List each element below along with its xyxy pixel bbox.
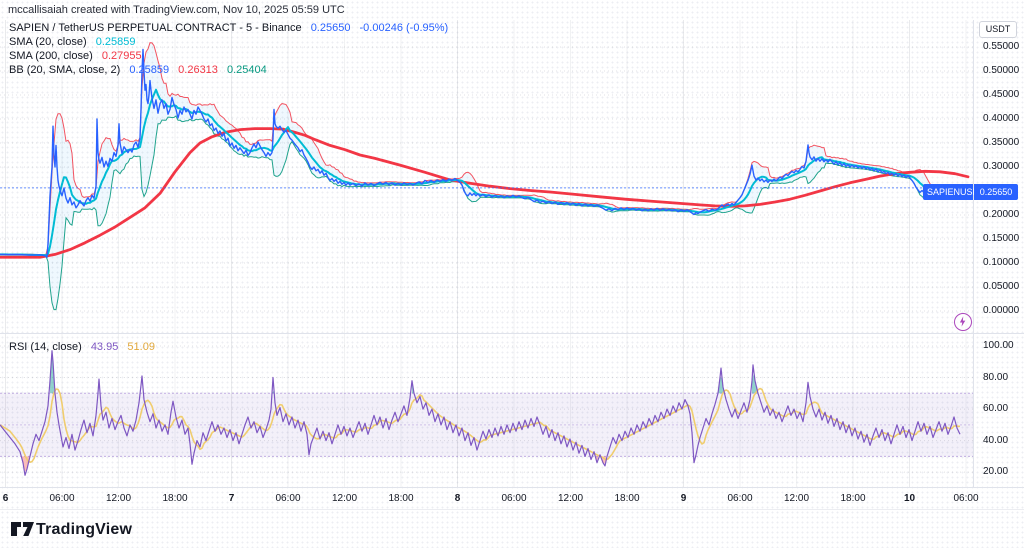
price-pane <box>0 42 973 311</box>
time-tick-label: 10 <box>903 493 916 504</box>
price-tick-label: 0.15000 <box>983 233 1020 244</box>
price-tick-label: 0.30000 <box>983 161 1020 172</box>
time-tick-label: 06:00 <box>275 493 301 504</box>
time-tick-label: 7 <box>228 493 235 504</box>
price-tick-label: 0.00000 <box>983 305 1020 316</box>
price-tick-label: 0.55000 <box>983 41 1020 52</box>
time-tick-label: 12:00 <box>105 493 132 504</box>
flash-order-button[interactable] <box>954 313 972 331</box>
rsi-tick-label: 100.00 <box>983 340 1014 351</box>
chart-plot <box>0 20 973 487</box>
currency-toggle-button[interactable]: USDT <box>979 21 1017 38</box>
current-price-label: 0.25650 <box>974 184 1018 200</box>
price-axis[interactable]: 0.55000 0.50000 0.45000 0.40000 0.35000 0.300… <box>973 20 1024 487</box>
bb-label: BB (20, SMA, close, 2) <box>9 64 121 76</box>
symbol-title: SAPIEN / TetherUS PERPETUAL CONTRACT - 5… <box>9 22 302 34</box>
rsi-overbought-fill <box>50 350 54 394</box>
grid <box>0 20 973 487</box>
rsi-value: 43.95 <box>90 341 119 353</box>
bb-lower-value: 0.25404 <box>226 64 267 76</box>
time-tick-label: 18:00 <box>388 493 414 504</box>
symbol-price-tag: SAPIENUSDT.P <box>923 184 992 200</box>
time-axis[interactable]: 6 06:00 12:00 18:00 7 06:00 12:00 18:00 8 06:00 12… <box>0 487 1024 510</box>
price-tick-label: 0.35000 <box>983 137 1020 148</box>
time-tick-label: 9 <box>680 493 687 504</box>
rsi-tick-label: 20.00 <box>983 466 1009 478</box>
pane-separator[interactable] <box>0 333 1024 334</box>
time-tick-label: 6 <box>2 493 9 504</box>
time-tick-label: 12:00 <box>557 493 584 504</box>
price-tick-label: 0.45000 <box>983 89 1020 100</box>
price-tick-label: 0.20000 <box>983 209 1020 220</box>
time-tick-label: 18:00 <box>840 493 866 504</box>
legend-bb-row[interactable]: BB (20, SMA, close, 2) 0.25859 0.26313 0… <box>9 64 267 76</box>
time-tick-label: 18:00 <box>162 493 188 504</box>
rsi-tick-label: 80.00 <box>983 371 1009 383</box>
attribution-text: mccallisaiah created with TradingView.co… <box>8 4 345 16</box>
rsi-label: RSI (14, close) <box>9 341 82 353</box>
price-change: -0.00246 (-0.95%) <box>359 22 449 34</box>
legend-sma20-row[interactable]: SMA (20, close) 0.25859 <box>9 36 135 48</box>
rsi-line <box>0 350 961 476</box>
time-tick-label: 06:00 <box>953 493 979 504</box>
close-line <box>0 48 959 258</box>
rsi-tick-label: 40.00 <box>983 434 1009 446</box>
time-tick-label: 12:00 <box>331 493 358 504</box>
price-tick-label: 0.10000 <box>983 257 1020 268</box>
time-tick-label: 8 <box>454 493 461 504</box>
legend-rsi-row[interactable]: RSI (14, close) 43.95 51.09 <box>9 341 155 353</box>
time-tick-label: 06:00 <box>727 493 753 504</box>
price-tick-label: 0.05000 <box>983 281 1020 292</box>
footer-toolbar: TradingView <box>0 509 1024 548</box>
bb-fill <box>0 42 958 310</box>
sma20-label: SMA (20, close) <box>9 36 87 48</box>
price-tick-label: 0.40000 <box>983 113 1020 124</box>
time-tick-label: 18:00 <box>614 493 640 504</box>
sma200-value: 0.27955 <box>101 50 142 62</box>
last-price: 0.25650 <box>310 22 351 34</box>
sma200-label: SMA (200, close) <box>9 50 93 62</box>
legend-symbol-row[interactable]: SAPIEN / TetherUS PERPETUAL CONTRACT - 5… <box>9 22 448 34</box>
price-tick-label: 0.50000 <box>983 65 1020 76</box>
bb-upper-line <box>0 42 959 256</box>
brand-name: TradingView <box>36 521 133 538</box>
chart-canvas[interactable] <box>0 20 973 487</box>
time-tick-label: 06:00 <box>501 493 527 504</box>
rsi-tick-label: 60.00 <box>983 403 1009 415</box>
time-tick-label: 12:00 <box>783 493 810 504</box>
tradingview-logo-icon <box>11 522 34 536</box>
bb-basis-value: 0.25859 <box>129 64 170 76</box>
rsi-pane <box>0 350 973 476</box>
lightning-icon <box>959 316 966 327</box>
bb-upper-value: 0.26313 <box>178 64 218 76</box>
time-tick-label: 06:00 <box>49 493 75 504</box>
rsi-ma-value: 51.09 <box>127 341 155 353</box>
legend-sma200-row[interactable]: SMA (200, close) 0.27955 <box>9 50 142 62</box>
bb-lower-line <box>0 115 959 311</box>
sma20-value: 0.25859 <box>95 36 136 48</box>
